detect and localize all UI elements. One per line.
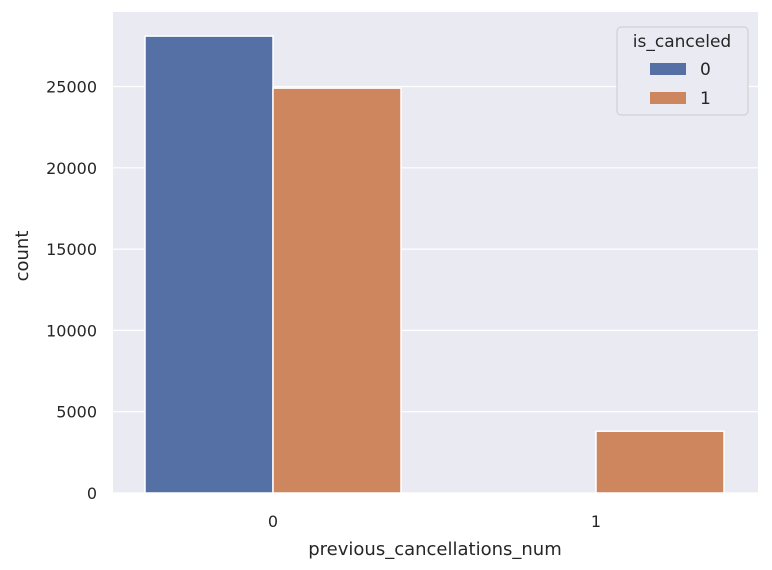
legend-entry-0: 0 <box>700 60 711 80</box>
bar-0-series-0 <box>144 35 274 494</box>
y-axis-label: count <box>12 231 33 282</box>
x-tick-label: 1 <box>591 512 601 531</box>
y-tick-label: 0 <box>87 484 97 503</box>
y-tick-label: 10000 <box>46 321 97 340</box>
x-tick-label: 0 <box>268 512 278 531</box>
y-tick-labels: 0 5000 10000 15000 20000 25000 <box>46 78 97 504</box>
legend-swatch-1 <box>650 92 686 104</box>
legend-swatch-0 <box>650 63 686 75</box>
bars <box>144 35 725 494</box>
x-axis-label: previous_cancellations_num <box>308 539 562 560</box>
legend-title: is_canceled <box>633 32 731 52</box>
bar-1-series-1 <box>595 430 725 494</box>
y-tick-label: 5000 <box>56 403 97 422</box>
y-tick-label: 15000 <box>46 240 97 259</box>
y-tick-label: 20000 <box>46 159 97 178</box>
bar-0-series-1 <box>272 87 402 494</box>
legend-entry-1: 1 <box>700 89 711 109</box>
y-tick-label: 25000 <box>46 78 97 97</box>
legend: is_canceled 0 1 <box>616 26 749 116</box>
